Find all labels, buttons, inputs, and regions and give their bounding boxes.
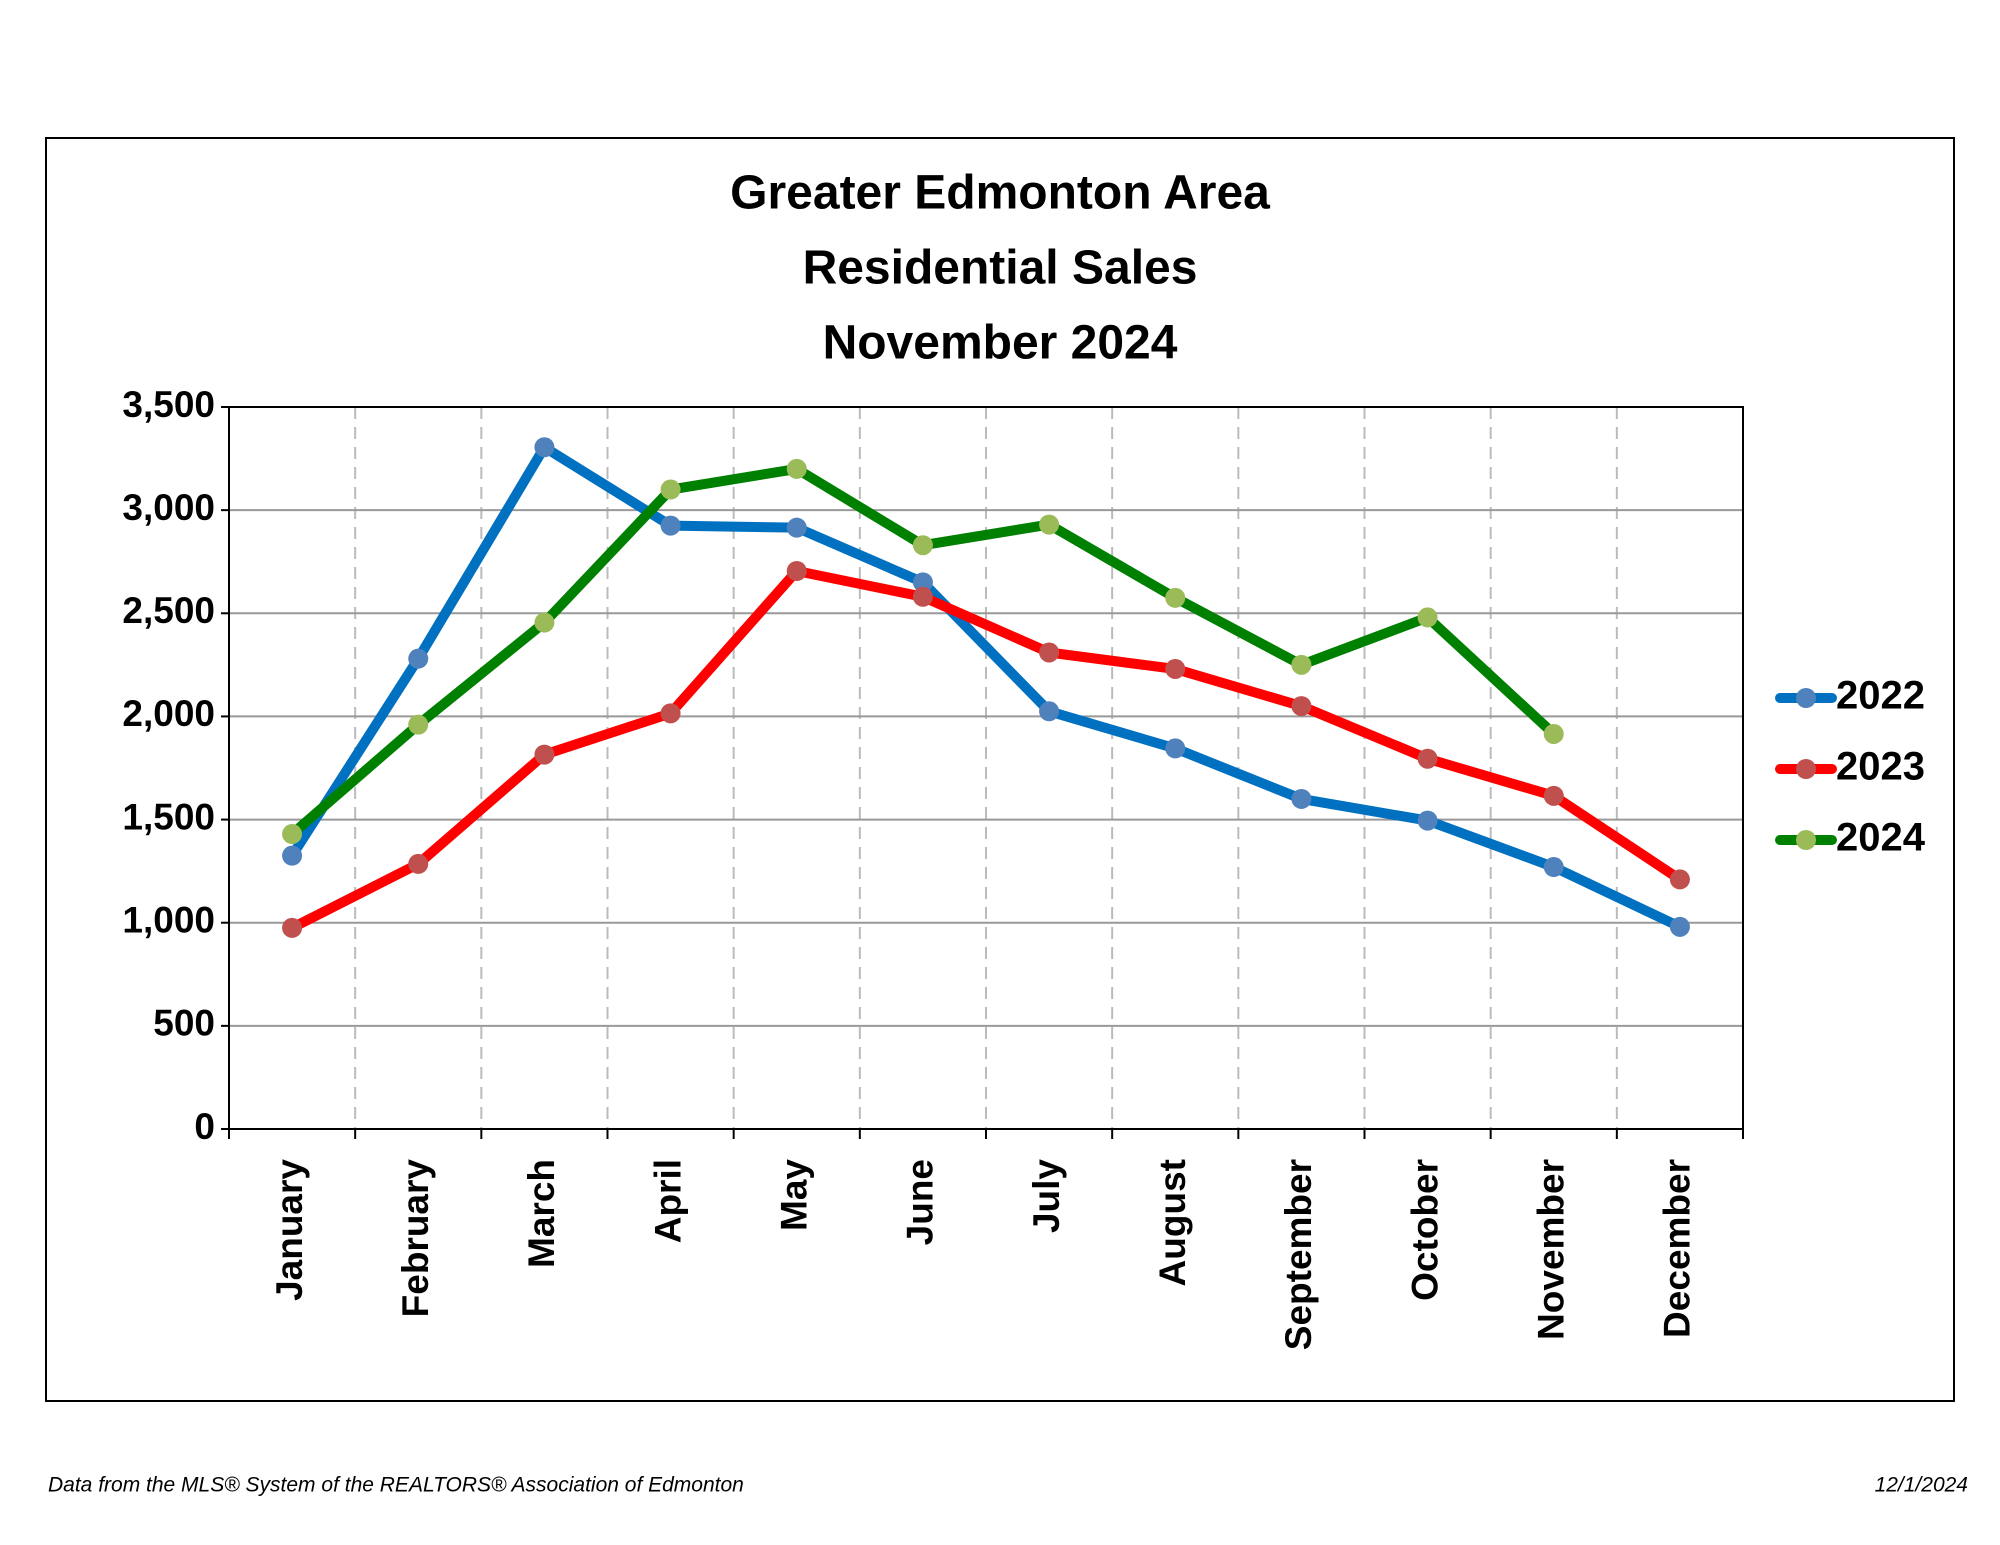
y-tick-label: 500 (153, 1003, 215, 1044)
point (912, 572, 933, 593)
point (660, 479, 681, 500)
series-line (287, 565, 1685, 933)
point (534, 612, 555, 633)
y-tick-label: 1,000 (122, 899, 215, 940)
chart-title: Residential Sales (803, 242, 1198, 295)
point (1039, 701, 1060, 722)
point (1417, 607, 1438, 628)
point (660, 515, 681, 536)
point (1669, 869, 1690, 890)
point (1417, 810, 1438, 831)
x-tick-label: February (395, 1159, 436, 1318)
x-tick-label: May (774, 1159, 815, 1231)
point (1165, 738, 1186, 759)
x-tick-label: March (521, 1159, 562, 1268)
point (282, 845, 303, 866)
chart-title: November 2024 (823, 317, 1178, 370)
point (408, 853, 429, 874)
chart-title: Greater Edmonton Area (730, 167, 1270, 220)
point (1543, 857, 1564, 878)
y-tick-label: 2,500 (122, 590, 215, 631)
footer-source: Data from the MLS® System of the REALTOR… (48, 1474, 744, 1497)
legend-label: 2022 (1836, 674, 1925, 718)
x-tick-label: September (1278, 1159, 1319, 1350)
legend-marker (1796, 688, 1816, 708)
point (1039, 642, 1060, 663)
x-tick-label: April (647, 1159, 688, 1243)
y-tick-label: 1,500 (122, 796, 215, 837)
series-line (287, 442, 1685, 932)
legend-marker (1796, 759, 1816, 779)
point (1669, 916, 1690, 937)
x-tick-label: October (1404, 1159, 1445, 1301)
point (534, 437, 555, 458)
point (786, 560, 807, 581)
point (1291, 696, 1312, 717)
point (1543, 785, 1564, 806)
x-tick-label: December (1657, 1159, 1698, 1338)
x-tick-label: August (1152, 1159, 1193, 1286)
legend-label: 2023 (1836, 745, 1925, 789)
x-tick-label: June (900, 1159, 941, 1245)
point (912, 586, 933, 607)
y-tick-label: 3,000 (122, 487, 215, 528)
legend-marker (1796, 830, 1816, 850)
point (1165, 658, 1186, 679)
point (912, 535, 933, 556)
point (408, 648, 429, 669)
point (282, 824, 303, 845)
x-tick-label: January (269, 1159, 310, 1301)
x-tick-label: November (1531, 1159, 1572, 1340)
point (1291, 654, 1312, 675)
point (786, 458, 807, 479)
y-tick-label: 3,500 (122, 384, 215, 425)
point (786, 517, 807, 538)
point (408, 714, 429, 735)
footer-date: 12/1/2024 (1875, 1474, 1968, 1497)
point (282, 917, 303, 938)
x-tick-label: July (1026, 1159, 1067, 1233)
y-tick-label: 0 (194, 1106, 215, 1147)
point (1417, 748, 1438, 769)
point (1543, 723, 1564, 744)
point (534, 744, 555, 765)
legend-label: 2024 (1836, 816, 1926, 860)
y-tick-label: 2,000 (122, 693, 215, 734)
point (1165, 587, 1186, 608)
point (1039, 514, 1060, 535)
point (660, 703, 681, 724)
point (1291, 788, 1312, 809)
